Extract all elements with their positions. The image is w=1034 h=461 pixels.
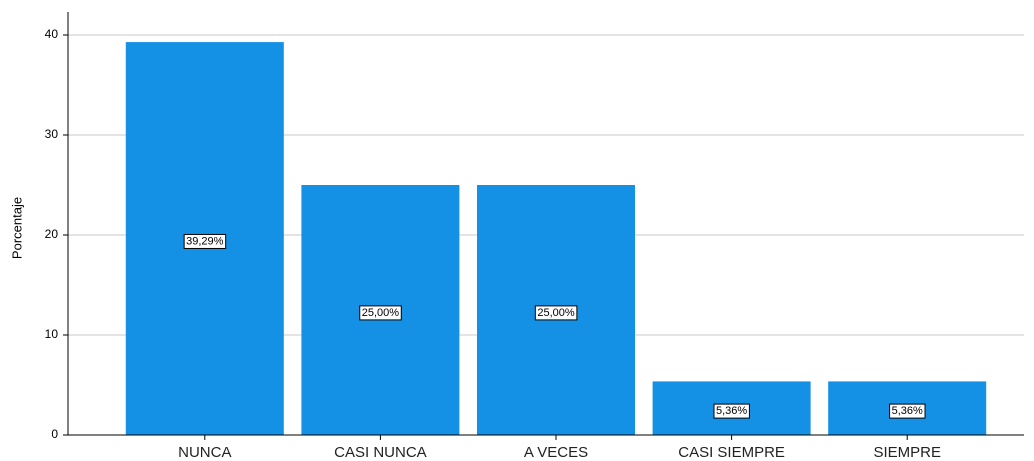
y-tick-label: 40 [45,27,59,41]
value-label: 39,29% [186,235,224,247]
value-label: 25,00% [362,307,400,319]
value-label: 25,00% [537,307,575,319]
value-label: 5,36% [892,405,923,417]
y-axis-label: Porcentaje [9,197,24,259]
value-label-box [359,305,402,321]
x-tick-label: NUNCA [178,444,231,461]
value-label-box [713,403,750,419]
value-label-box [183,233,227,249]
x-tick-label: SIEMPRE [873,444,941,461]
y-tick-label: 30 [45,127,59,141]
x-tick-label: A VECES [524,444,588,461]
value-label: 5,36% [716,405,747,417]
value-label-box [534,305,578,321]
value-label-box [889,403,926,419]
x-tick-label: CASI NUNCA [334,444,427,461]
y-tick-label: 20 [45,227,59,241]
y-tick-label: 10 [45,327,59,341]
x-tick-label: CASI SIEMPRE [678,444,785,461]
y-tick-label: 0 [51,427,58,441]
